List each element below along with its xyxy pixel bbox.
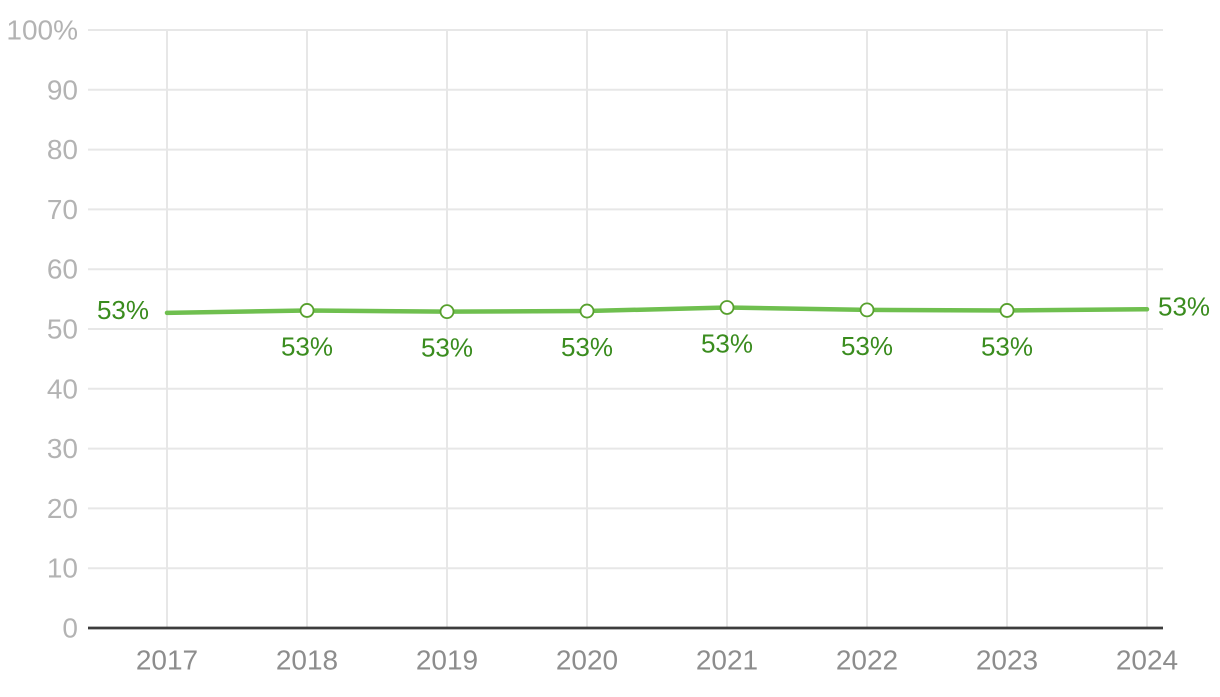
data-point-marker[interactable] xyxy=(859,302,875,318)
y-axis-tick-label: 90 xyxy=(47,74,78,105)
data-point-label: 53% xyxy=(421,333,473,363)
x-axis-tick-label: 2020 xyxy=(556,645,618,676)
x-axis-tick-label: 2018 xyxy=(276,645,338,676)
x-axis-tick-label: 2021 xyxy=(696,645,758,676)
data-point-marker[interactable] xyxy=(999,303,1015,318)
data-point-marker[interactable] xyxy=(719,300,735,315)
data-point-label: 53% xyxy=(561,332,613,362)
y-axis-tick-label: 70 xyxy=(47,194,78,225)
y-axis-tick-label: 80 xyxy=(47,134,78,165)
y-axis-tick-label: 40 xyxy=(47,373,78,404)
x-axis-tick-label: 2024 xyxy=(1116,645,1178,676)
y-axis-tick-label: 30 xyxy=(47,433,78,464)
y-axis-tick-label: 60 xyxy=(47,254,78,285)
data-point-marker[interactable] xyxy=(299,303,315,318)
data-point-label: 53% xyxy=(97,295,149,325)
y-axis-tick-label: 20 xyxy=(47,493,78,524)
y-axis-tick-label: 10 xyxy=(47,553,78,584)
y-axis-tick-label: 50 xyxy=(47,314,78,345)
data-point-label: 53% xyxy=(841,331,893,361)
data-point-label: 53% xyxy=(701,328,753,358)
y-axis-tick-label: 100% xyxy=(6,15,78,46)
x-axis-tick-label: 2017 xyxy=(136,645,198,676)
data-point-label: 53% xyxy=(281,331,333,361)
x-axis-tick-label: 2023 xyxy=(976,645,1038,676)
data-point-marker[interactable] xyxy=(439,304,455,320)
data-point-label: 53% xyxy=(981,331,1033,361)
data-series-line xyxy=(164,305,1150,316)
x-axis-tick-label: 2019 xyxy=(416,645,478,676)
data-point-label: 53% xyxy=(1158,291,1210,321)
y-axis-tick-label: 0 xyxy=(62,613,78,644)
data-point-marker[interactable] xyxy=(579,303,595,319)
x-axis-tick-label: 2022 xyxy=(836,645,898,676)
